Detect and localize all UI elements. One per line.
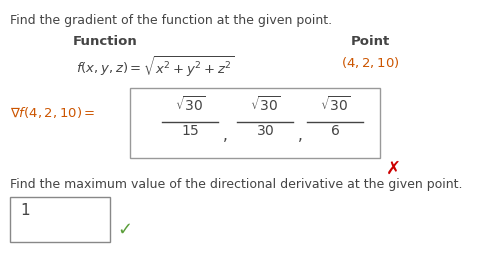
Text: ✗: ✗	[385, 160, 400, 178]
Text: $30$: $30$	[256, 124, 274, 138]
Text: $\sqrt{30}$: $\sqrt{30}$	[175, 95, 205, 114]
Text: ,: ,	[298, 128, 303, 143]
Text: Find the maximum value of the directional derivative at the given point.: Find the maximum value of the directiona…	[10, 178, 462, 191]
Text: Find the gradient of the function at the given point.: Find the gradient of the function at the…	[10, 14, 332, 27]
Bar	[10, 197, 110, 242]
Text: $f(x, y, z) = \sqrt{x^2 + y^2 + z^2}$: $f(x, y, z) = \sqrt{x^2 + y^2 + z^2}$	[75, 55, 234, 79]
Bar	[130, 88, 380, 158]
Text: $15$: $15$	[181, 124, 199, 138]
Text: 1: 1	[20, 203, 30, 218]
Text: Point: Point	[351, 35, 390, 48]
Text: Function: Function	[72, 35, 137, 48]
Text: ,: ,	[223, 128, 228, 143]
Text: $(4, 2, 10)$: $(4, 2, 10)$	[341, 55, 399, 70]
Text: $\sqrt{30}$: $\sqrt{30}$	[319, 95, 351, 114]
Text: $\sqrt{30}$: $\sqrt{30}$	[249, 95, 281, 114]
Text: ✓: ✓	[117, 221, 133, 239]
Text: $\nabla f(4, 2, 10) =$: $\nabla f(4, 2, 10) =$	[10, 104, 96, 119]
Text: $6$: $6$	[330, 124, 340, 138]
